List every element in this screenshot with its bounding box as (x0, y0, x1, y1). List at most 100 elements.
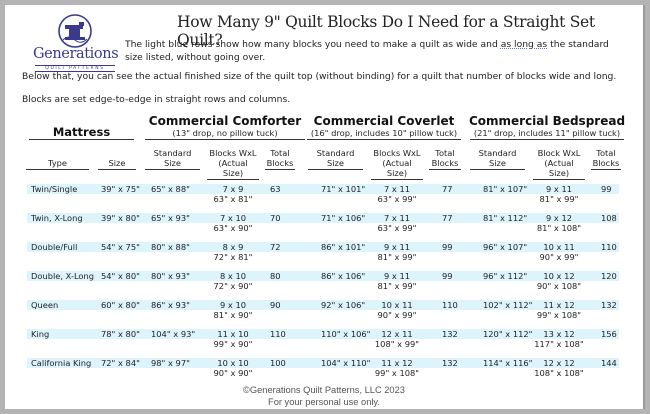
cell-comforter-total: 70 (270, 213, 281, 223)
col-comforter-total: Total Blocks (265, 148, 295, 170)
intro-line2: size listed, without going over. (125, 52, 266, 63)
cell-type: Double/Full (31, 242, 78, 252)
cell-coverlet-actual: 63" x 99" (377, 223, 417, 233)
col-type: Type (26, 158, 89, 170)
table-row-highlight (27, 242, 619, 252)
cell-coverlet-actual: 81" x 99" (377, 281, 417, 291)
cell-coverlet-total: 132 (442, 329, 458, 339)
col-size: Size (98, 158, 136, 170)
cell-comforter-std: 104" x 93" (151, 329, 196, 339)
cell-size: 54" x 80" (101, 271, 140, 281)
cell-type: California King (31, 358, 92, 368)
table-row-highlight (27, 358, 619, 368)
cell-type: Twin/Single (31, 184, 78, 194)
cell-coverlet-actual: 108" x 99" (374, 339, 420, 349)
table-row-highlight (27, 271, 619, 281)
cell-comforter-total: 100 (270, 358, 286, 368)
cell-bedspread-actual: 90" x 99" (539, 252, 579, 262)
cell-bedspread-actual: 108" x 108" (534, 368, 584, 378)
intro-line1-start: The light blue rows show how many blocks… (125, 39, 501, 50)
cell-coverlet-total: 77 (442, 213, 453, 223)
col-coverlet-blocks: Blocks WxL (Actual Size) (371, 148, 423, 180)
cell-comforter-blocks: 9 x 10 (219, 300, 247, 310)
cell-size: 60" x 80" (101, 300, 140, 310)
paragraph-edge-to-edge: Blocks are set edge-to-edge in straight … (22, 94, 291, 105)
table-row-highlight (27, 213, 619, 223)
cell-coverlet-total: 99 (442, 242, 453, 252)
cell-comforter-blocks: 8 x 9 (222, 242, 244, 252)
cell-coverlet-total: 132 (442, 358, 458, 368)
cell-coverlet-actual: 99" x 108" (374, 368, 420, 378)
cell-comforter-std: 80" x 88" (151, 242, 190, 252)
intro-text: The light blue rows show how many blocks… (125, 38, 625, 64)
cell-comforter-std: 65" x 88" (151, 184, 190, 194)
cell-coverlet-blocks: 9 x 11 (383, 271, 411, 281)
cell-bedspread-total: 144 (601, 358, 617, 368)
cell-coverlet-actual: 90" x 99" (377, 310, 417, 320)
cell-comforter-total: 110 (270, 329, 286, 339)
cell-comforter-total: 80 (270, 271, 281, 281)
cell-size: 39" x 80" (101, 213, 140, 223)
coverlet-title: Commercial Coverlet (313, 114, 455, 128)
cell-coverlet-blocks: 10 x 11 (381, 300, 413, 310)
coverlet-subtitle: (16" drop, includes 10" pillow tuck) (307, 128, 461, 140)
logo-wordmark: Generations (33, 46, 119, 62)
cell-bedspread-actual: 81" x 108" (536, 223, 582, 233)
cell-bedspread-std: 114" x 116" (483, 358, 533, 368)
cell-bedspread-blocks: 9 x 11 (545, 184, 573, 194)
document-page: Generations QUILT PATTERNS How Many 9" Q… (5, 5, 645, 409)
footer-note: For your personal use only. (268, 397, 380, 407)
cell-comforter-actual: 72" x 90" (213, 281, 253, 291)
comforter-subtitle: (13" drop, no pillow tuck) (145, 128, 305, 140)
cell-bedspread-blocks: 9 x 12 (545, 213, 573, 223)
bedspread-title: Commercial Bedspread (468, 114, 626, 128)
cell-coverlet-actual: 63" x 99" (377, 194, 417, 204)
cell-comforter-std: 86" x 93" (151, 300, 190, 310)
cell-bedspread-blocks: 10 x 12 (543, 271, 575, 281)
cell-bedspread-total: 120 (601, 271, 617, 281)
cell-comforter-std: 65" x 93" (151, 213, 190, 223)
cell-bedspread-blocks: 10 x 11 (543, 242, 575, 252)
page-title: How Many 9" Quilt Blocks Do I Need for a… (177, 13, 595, 49)
col-coverlet-total: Total Blocks (429, 148, 461, 170)
cell-coverlet-total: 99 (442, 271, 453, 281)
paragraph-actual-size: Below that, you can see the actual finis… (22, 71, 617, 82)
cell-bedspread-blocks: 13 x 12 (543, 329, 575, 339)
cell-comforter-blocks: 8 x 10 (219, 271, 247, 281)
cell-comforter-actual: 99" x 90" (213, 339, 253, 349)
cell-coverlet-std: 71" x 101" (321, 184, 366, 194)
cell-bedspread-actual: 99" x 108" (536, 310, 582, 320)
cell-bedspread-std: 102" x 112" (483, 300, 533, 310)
cell-comforter-std: 98" x 97" (151, 358, 190, 368)
cell-type: Twin, X-Long (31, 213, 83, 223)
cell-comforter-blocks: 7 x 10 (219, 213, 247, 223)
col-bedspread-total: Total Blocks (591, 148, 621, 170)
cell-bedspread-total: 156 (601, 329, 617, 339)
cell-coverlet-blocks: 9 x 11 (383, 242, 411, 252)
col-bedspread-blocks: Block WxL (Actual Size) (533, 148, 585, 180)
cell-comforter-actual: 81" x 90" (213, 310, 253, 320)
cell-coverlet-blocks: 11 x 12 (381, 358, 413, 368)
sewing-machine-icon (58, 14, 92, 48)
cell-size: 78" x 80" (101, 329, 140, 339)
cell-coverlet-std: 86" x 106" (321, 271, 366, 281)
cell-coverlet-std: 86" x 101" (321, 242, 366, 252)
spellcheck-marked-text: as long as (500, 39, 548, 50)
cell-comforter-blocks: 10 x 10 (217, 358, 249, 368)
comforter-title: Commercial Comforter (148, 114, 302, 128)
cell-coverlet-std: 71" x 106" (321, 213, 366, 223)
cell-comforter-actual: 72" x 81" (213, 252, 253, 262)
cell-coverlet-blocks: 7 x 11 (383, 184, 411, 194)
cell-bedspread-total: 108 (601, 213, 617, 223)
cell-size: 39" x 75" (101, 184, 140, 194)
cell-coverlet-actual: 81" x 99" (377, 252, 417, 262)
logo-tagline: QUILT PATTERNS (35, 65, 115, 72)
cell-comforter-blocks: 7 x 9 (222, 184, 244, 194)
cell-bedspread-std: 81" x 112" (483, 213, 528, 223)
footer-copyright: ©Generations Quilt Patterns, LLC 2023 (243, 385, 405, 395)
cell-comforter-total: 90 (270, 300, 281, 310)
bedspread-subtitle: (21" drop, includes 11" pillow tuck) (470, 128, 624, 140)
col-comforter-std: Standard Size (145, 148, 200, 170)
col-coverlet-std: Standard Size (308, 148, 363, 170)
cell-bedspread-std: 96" x 107" (483, 242, 528, 252)
